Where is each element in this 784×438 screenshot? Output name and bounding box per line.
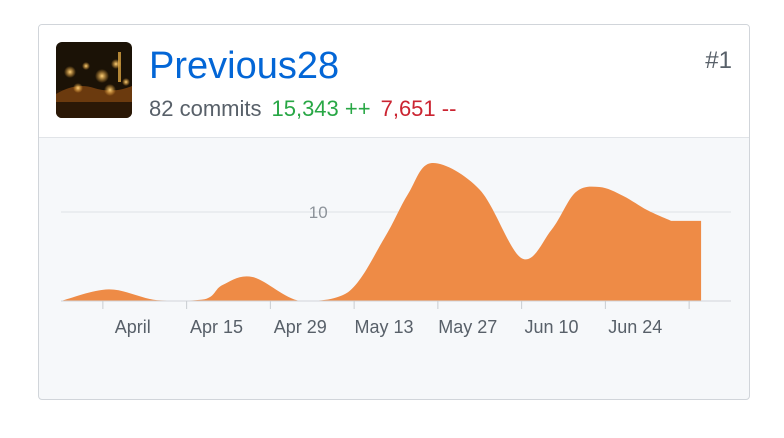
additions-count: 15,343 ++ [271,96,371,121]
x-tick-label-3: May 13 [355,317,414,337]
contributor-header: Previous28 82 commits 15,343 ++ 7,651 -- #… [39,25,749,138]
y-tick-label-0: 10 [309,203,328,222]
x-tick-label-0: April [115,317,151,337]
x-tick-label-6: Jun 24 [608,317,662,337]
contributor-card: Previous28 82 commits 15,343 ++ 7,651 -- #… [38,24,750,400]
commit-count: 82 commits [149,96,262,121]
commit-area-series [61,162,702,301]
deletions-count: 7,651 -- [380,96,457,121]
night-city-photo-avatar[interactable] [56,42,132,118]
contributor-username-link[interactable]: Previous28 [149,45,340,87]
x-tick-label-5: Jun 10 [525,317,579,337]
contributor-stats: 82 commits 15,343 ++ 7,651 -- [149,95,456,123]
contributor-rank: #1 [705,47,732,74]
x-tick-label-2: Apr 29 [274,317,327,337]
x-tick-label-4: May 27 [438,317,497,337]
commit-activity-chart: 10 April Apr 15 Apr 29 May 13 May 27 Jun 10 Jun… [61,162,731,337]
x-tick-label-1: Apr 15 [190,317,243,337]
